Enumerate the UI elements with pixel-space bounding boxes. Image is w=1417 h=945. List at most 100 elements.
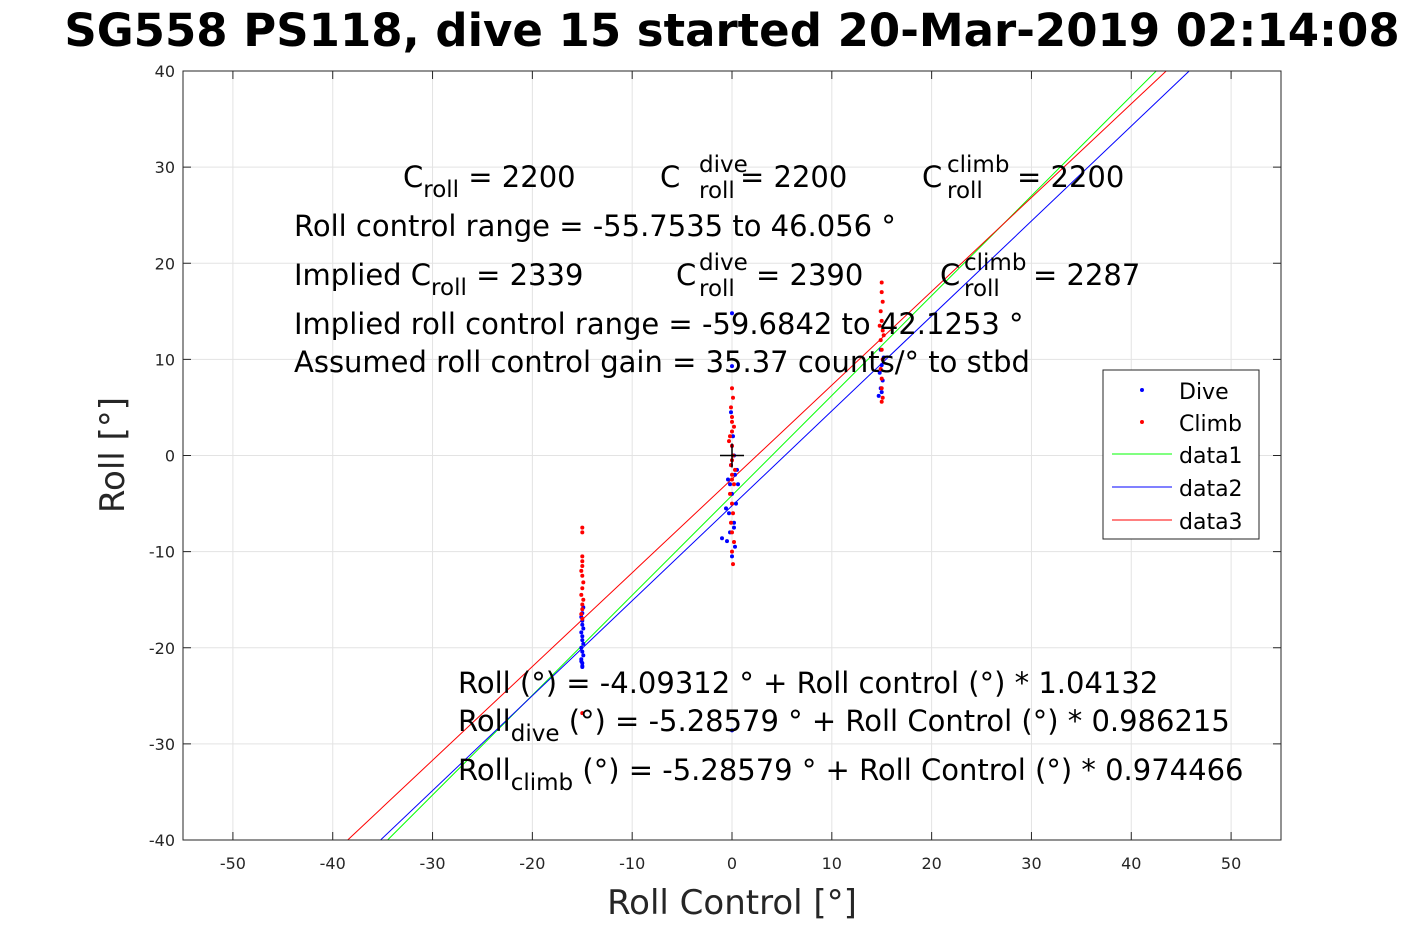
point-climb (579, 592, 584, 597)
point-climb (580, 602, 585, 607)
point-climb (732, 540, 736, 544)
point-climb (878, 338, 883, 343)
fit-lines (347, 70, 1190, 841)
point-dive (731, 434, 735, 439)
point-dive (876, 393, 881, 398)
point-dive (581, 641, 586, 646)
y-tick-label: -20 (149, 639, 175, 658)
anno-implied-c-roll-climb-sub: roll (964, 276, 1000, 302)
y-tick-label: 40 (155, 62, 175, 81)
point-climb (580, 530, 585, 535)
point-climb (730, 415, 734, 419)
point-climb (879, 386, 884, 391)
point-climb (580, 525, 585, 530)
point-climb (731, 511, 735, 516)
point-climb (580, 607, 585, 612)
point-climb (880, 357, 885, 362)
legend-label-data2: data2 (1179, 477, 1243, 502)
point-climb (580, 554, 585, 559)
legend: Dive Climb data1 data2 data3 (1102, 369, 1260, 540)
point-dive (580, 638, 585, 643)
annotations: Croll = 2200 C dive roll = 2200 C climb … (294, 152, 1243, 796)
point-climb (727, 439, 731, 444)
anno-c-roll-climb-sup: climb (947, 152, 1009, 178)
point-dive (726, 477, 730, 482)
point-climb (728, 491, 732, 496)
anno-implied-c-roll-dive-value: = 2390 (756, 258, 863, 292)
point-dive (580, 634, 585, 639)
point-climb (877, 323, 882, 328)
anno-fit-all: Roll (°) = -4.09312 ° + Roll control (°)… (458, 666, 1158, 700)
point-climb (730, 530, 734, 535)
x-tick-label: -40 (320, 854, 346, 873)
point-climb (580, 559, 585, 564)
point-climb (581, 580, 586, 585)
anno-implied-c-roll: Implied Croll = 2339 (294, 258, 583, 301)
anno-implied-range: Implied roll control range = -59.6842 to… (294, 307, 1024, 341)
point-climb (879, 318, 884, 323)
x-axis-ticks: -50 -40 -30 -20 -10 0 10 20 30 40 50 (220, 71, 1241, 873)
point-dive (579, 645, 584, 650)
point-dive (879, 363, 884, 368)
point-dive (734, 501, 738, 506)
point-dive (736, 482, 740, 487)
anno-implied-c-roll-dive-sub: roll (699, 276, 735, 302)
point-dive (580, 664, 585, 668)
point-climb (881, 333, 886, 338)
point-climb (580, 586, 585, 591)
anno-c-roll-dive-sup: dive (699, 152, 748, 178)
y-tick-label: -30 (149, 735, 175, 754)
point-dive (733, 544, 737, 549)
point-dive (879, 390, 884, 395)
legend-marker-climb (1140, 420, 1144, 424)
point-climb (730, 386, 734, 391)
point-climb (579, 612, 584, 617)
point-dive (724, 506, 728, 511)
point-climb (879, 399, 884, 404)
point-climb (730, 477, 734, 482)
point-dive (579, 659, 584, 664)
y-tick-label: -40 (149, 831, 175, 850)
x-tick-label: 20 (921, 854, 941, 873)
point-climb (580, 711, 585, 716)
y-tick-label: -10 (149, 543, 175, 562)
point-climb (879, 376, 884, 381)
x-tick-label: 40 (1121, 854, 1141, 873)
fit-line-data2 (380, 70, 1190, 841)
x-axis-label: Roll Control [°] (607, 883, 857, 923)
anno-roll-control-range: Roll control range = -55.7535 to 46.056 … (294, 209, 896, 243)
point-dive (732, 525, 736, 530)
point-climb (880, 395, 885, 400)
y-tick-label: 10 (155, 350, 175, 369)
anno-c-roll-dive-sub: roll (699, 178, 735, 204)
x-tick-label: -10 (619, 854, 645, 873)
point-climb (878, 309, 883, 314)
x-tick-label: 10 (822, 854, 842, 873)
point-dive (730, 311, 734, 316)
fit-line-data3 (347, 70, 1167, 841)
point-dive (730, 554, 734, 559)
point-climb (580, 564, 585, 568)
y-tick-label: 30 (155, 158, 175, 177)
anno-c-roll-climb: C (922, 160, 942, 194)
y-axis-label: Roll [°] (93, 397, 133, 513)
point-climb (879, 290, 884, 295)
point-dive (580, 622, 585, 627)
anno-c-roll-dive: C (660, 160, 680, 194)
point-climb (728, 434, 732, 439)
point-dive (579, 630, 584, 635)
zero-crosshair (720, 443, 744, 468)
x-tick-label: -50 (220, 854, 246, 873)
point-climb (732, 424, 736, 429)
point-dive (581, 626, 586, 631)
point-dive (732, 520, 736, 525)
anno-gain: Assumed roll control gain = 35.37 counts… (294, 345, 1030, 379)
point-dive (727, 511, 731, 516)
point-dive (725, 539, 729, 544)
point-dive (720, 536, 724, 541)
y-tick-label: 20 (155, 254, 175, 273)
point-climb (580, 573, 585, 578)
point-climb (729, 405, 733, 410)
legend-marker-dive (1140, 388, 1144, 392)
point-dive (728, 482, 732, 487)
